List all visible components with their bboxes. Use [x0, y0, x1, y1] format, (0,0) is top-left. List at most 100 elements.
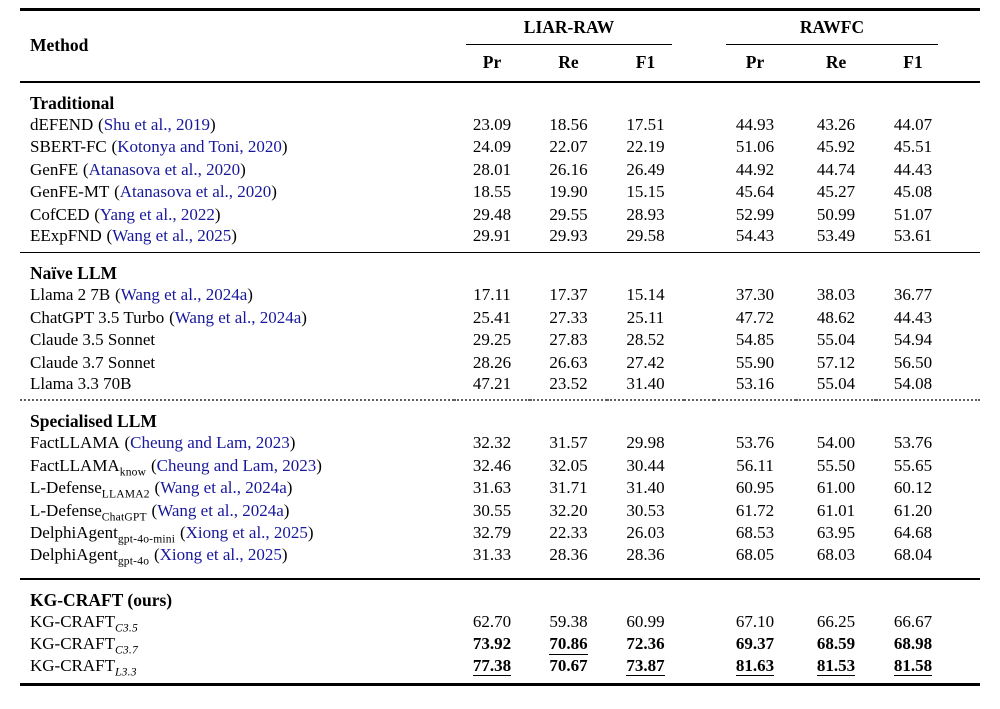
metric-value: 32.46: [472, 455, 512, 475]
column-gap: [684, 455, 714, 478]
citation-link[interactable]: Wang et al., 2025: [112, 226, 232, 245]
method-name: FactLLAMA: [30, 455, 120, 475]
metric-value: 63.95: [816, 523, 856, 543]
metric-value: 31.40: [626, 374, 665, 393]
group-header-rawfc: RAWFC: [714, 10, 980, 45]
method-subscript: C3.7: [115, 643, 138, 657]
metric-value: 61.20: [893, 500, 933, 520]
metric-value: 60.95: [735, 478, 775, 498]
method-name: DelphiAgent: [30, 544, 118, 564]
table-row: Claude 3.7 Sonnet 28.26 26.63 27.42 55.9…: [20, 352, 980, 375]
method-name: GenFE-MT: [30, 182, 110, 202]
table-body: Traditional dEFEND (Shu et al., 2019) 23.…: [20, 82, 981, 685]
column-gap: [684, 545, 714, 579]
metric-value: 45.08: [893, 182, 933, 202]
column-header-re: Re: [558, 52, 579, 72]
citation-link[interactable]: Yang et al., 2022: [99, 204, 215, 224]
method-subscript: gpt-4o: [117, 553, 150, 567]
citation-link[interactable]: Xiong et al., 2025: [185, 523, 308, 543]
method-name: dEFEND: [30, 114, 94, 134]
table-row: KG-CRAFTC3.5 62.70 59.38 60.99 67.10 66.…: [20, 611, 980, 634]
table-row: CofCED (Yang et al., 2022) 29.48 29.55 28…: [20, 204, 980, 227]
citation-link[interactable]: Wang et al., 2024a: [157, 500, 284, 520]
citation: (Wang et al., 2025): [107, 226, 237, 245]
citation: (Yang et al., 2022): [94, 205, 220, 224]
paren-open: (: [179, 523, 186, 543]
paren-open: (: [154, 478, 161, 498]
method-name: KG-CRAFT: [30, 611, 116, 631]
metric-value: 28.93: [626, 204, 665, 224]
column-gap: [684, 374, 714, 400]
citation-link[interactable]: Atanasova et al., 2020: [119, 182, 272, 202]
method-subscript: L3.3: [115, 665, 137, 679]
citation-link[interactable]: Cheung and Lam, 2023: [156, 455, 317, 475]
column-gap: [684, 284, 714, 307]
metric-value: 29.91: [472, 226, 512, 245]
column-gap: [684, 181, 714, 204]
metric-value: 72.36: [626, 634, 665, 654]
column-gap: [684, 432, 714, 455]
metric-value: 52.99: [735, 204, 775, 224]
metric-value: 55.04: [816, 330, 856, 350]
metric-value: 56.50: [893, 352, 933, 372]
table-row: L-DefenseLLAMA2 (Wang et al., 2024a) 31.6…: [20, 477, 980, 500]
metric-value: 54.00: [816, 433, 856, 453]
table-row: ChatGPT 3.5 Turbo (Wang et al., 2024a) 25…: [20, 307, 980, 330]
group-header-liar-raw: LIAR-RAW: [454, 10, 684, 45]
column-gap: [684, 477, 714, 500]
metric-value: 61.01: [816, 500, 856, 520]
column-gap: [684, 307, 714, 330]
metric-value: 45.27: [816, 182, 856, 202]
table-row: EExpFND (Wang et al., 2025) 29.91 29.93 2…: [20, 226, 980, 253]
metric-value: 27.42: [626, 352, 665, 372]
metric-value: 81.58: [893, 655, 933, 677]
citation: (Atanasova et al., 2020): [114, 182, 277, 201]
metric-value: 25.41: [472, 307, 512, 327]
citation-link[interactable]: Wang et al., 2024a: [174, 307, 302, 327]
citation-link[interactable]: Cheung and Lam, 2023: [130, 433, 290, 453]
metric-value: 29.25: [472, 330, 512, 350]
metric-value: 44.74: [816, 159, 856, 179]
metric-value: 70.67: [549, 655, 588, 675]
metric-value: 44.43: [893, 159, 933, 179]
metric-value: 44.92: [735, 159, 775, 179]
metric-header-row: Pr Re F1 Pr Re F1: [20, 45, 980, 82]
citation-link[interactable]: Wang et al., 2024a: [160, 478, 287, 498]
citation: (Wang et al., 2024a): [169, 308, 307, 327]
citation-link[interactable]: Atanasova et al., 2020: [88, 159, 241, 179]
method-subscript: LLAMA2: [101, 487, 150, 501]
metric-value: 32.32: [472, 433, 512, 453]
metric-value: 68.05: [735, 544, 775, 564]
method-name: KG-CRAFT: [30, 655, 116, 675]
metric-value: 43.26: [816, 114, 856, 134]
metric-value: 23.09: [472, 114, 512, 134]
table-row: KG-CRAFTL3.3 77.38 70.67 73.87 81.63 81.…: [20, 656, 980, 685]
method-name: DelphiAgent: [30, 523, 118, 543]
table-row: SBERT-FC (Kotonya and Toni, 2020) 24.09 2…: [20, 136, 980, 159]
paren-open: (: [151, 500, 158, 520]
citation: (Wang et al., 2024a): [152, 501, 290, 520]
metric-value: 69.37: [735, 634, 775, 654]
citation-link[interactable]: Xiong et al., 2025: [159, 544, 282, 564]
metric-value: 37.30: [735, 285, 775, 305]
metric-value: 32.05: [549, 455, 588, 475]
metric-value: 51.07: [893, 204, 933, 224]
paren-close: ): [214, 204, 221, 224]
table-row: L-DefenseChatGPT (Wang et al., 2024a) 30.…: [20, 500, 980, 523]
metric-value: 32.20: [549, 500, 588, 520]
citation-link[interactable]: Shu et al., 2019: [103, 114, 210, 134]
table-row: Llama 2 7B (Wang et al., 2024a) 17.11 17.…: [20, 284, 980, 307]
metric-value: 30.55: [472, 500, 512, 520]
metric-value: 55.04: [816, 374, 856, 393]
metric-value: 61.00: [816, 478, 856, 498]
paren-close: ): [271, 182, 277, 202]
citation: (Kotonya and Toni, 2020): [112, 137, 288, 156]
citation-link[interactable]: Wang et al., 2024a: [120, 285, 248, 305]
column-gap: [684, 656, 714, 685]
section-header-row: KG-CRAFT (ours): [20, 577, 981, 611]
method-name: FactLLAMA: [30, 433, 120, 453]
metric-value: 54.94: [893, 330, 933, 350]
metric-value: 51.06: [735, 137, 775, 157]
column-header-re: Re: [825, 52, 847, 72]
citation-link[interactable]: Kotonya and Toni, 2020: [117, 137, 282, 157]
